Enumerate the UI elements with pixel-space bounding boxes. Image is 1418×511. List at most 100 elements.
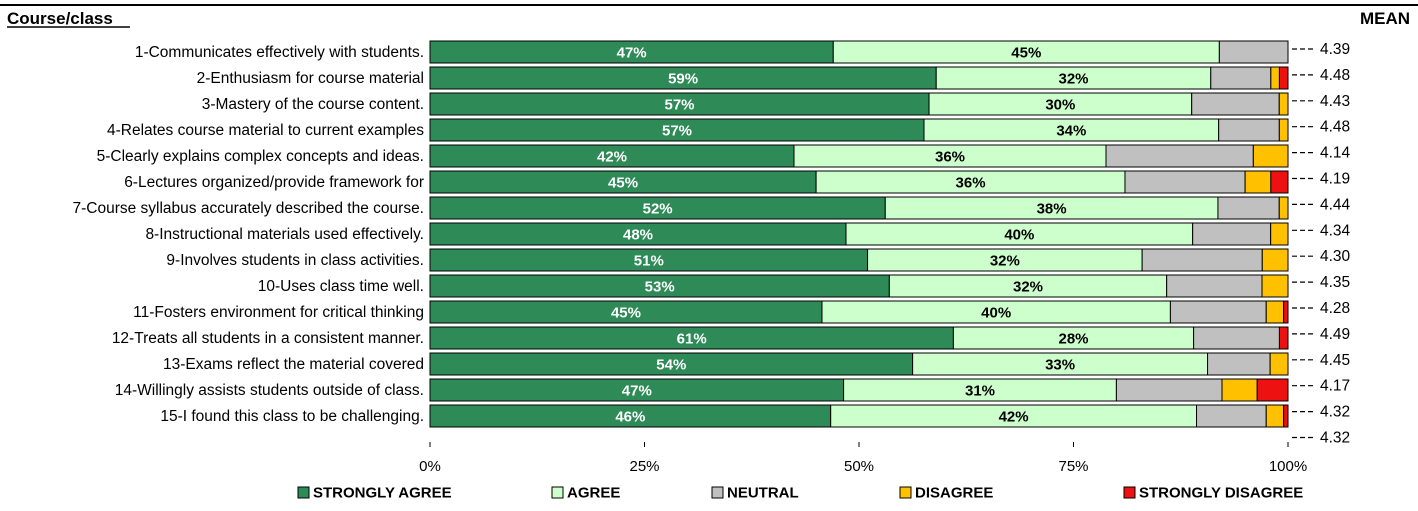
data-label: 47% (617, 45, 647, 62)
data-label: 36% (935, 149, 965, 166)
bar-segment (1270, 66, 1280, 90)
data-label: 32% (1013, 279, 1043, 296)
legend-swatch (297, 486, 310, 499)
legend-swatch (1123, 486, 1136, 499)
data-label: 42% (597, 149, 627, 166)
bar-segment (1252, 144, 1289, 168)
legend-label: AGREE (567, 485, 620, 502)
category-label: 7-Course syllabus accurately described t… (72, 200, 424, 217)
data-label: 52% (643, 201, 673, 218)
data-label: 40% (981, 305, 1011, 322)
bar-segment (1278, 118, 1289, 142)
bar-segment (1169, 300, 1267, 324)
mean-header: MEAN (1360, 9, 1410, 28)
legend-label: NEUTRAL (727, 485, 799, 502)
category-label: 6-Lectures organized/provide framework f… (124, 174, 424, 191)
data-label: 33% (1045, 357, 1075, 374)
data-label: 57% (662, 123, 692, 140)
data-label: 32% (1058, 71, 1088, 88)
mean-value: 4.44 (1320, 196, 1351, 213)
data-label: 47% (622, 383, 652, 400)
legend-swatch (711, 486, 724, 499)
bar-segment (1269, 352, 1289, 376)
legend-swatch (899, 486, 912, 499)
category-header: Course/class (7, 9, 113, 28)
bars-group: 47% 45% 59% 32% 57% 30% 57% 34% 42% 36% 45% 36% 52% 3… (429, 40, 1289, 428)
bar-segment (1210, 66, 1272, 90)
bar-segment (1283, 300, 1289, 324)
bar-segment (1278, 326, 1289, 350)
bar-segment (1115, 378, 1223, 402)
legend-label: DISAGREE (915, 485, 993, 502)
data-label: 45% (1011, 45, 1041, 62)
mean-value: 4.28 (1320, 300, 1350, 317)
bar-segment (1244, 170, 1272, 194)
bar-segment (1283, 404, 1289, 428)
bar-segment (1221, 378, 1258, 402)
data-label: 45% (611, 305, 641, 322)
bar-segment (1270, 170, 1289, 194)
legend-label: STRONGLY AGREE (313, 485, 452, 502)
bar-segment (1218, 118, 1280, 142)
category-label: 15-I found this class to be challenging. (160, 408, 424, 425)
data-label: 38% (1037, 201, 1067, 218)
data-label: 61% (677, 331, 707, 348)
legend-label: STRONGLY DISAGREE (1139, 485, 1303, 502)
data-label: 36% (956, 175, 986, 192)
bar-segment (1193, 326, 1280, 350)
mean-value: 4.39 (1320, 41, 1350, 58)
category-label: 8-Instructional materials used effective… (145, 226, 424, 243)
mean-value: 4.19 (1320, 171, 1350, 188)
data-label: 30% (1045, 97, 1075, 114)
mean-value: 4.45 (1320, 352, 1350, 369)
mean-value: 4.30 (1320, 248, 1351, 265)
bar-segment (1278, 66, 1289, 90)
data-label: 32% (990, 253, 1020, 270)
mean-value: 4.49 (1320, 326, 1350, 343)
mean-value: 4.14 (1320, 145, 1351, 162)
bar-segment (1278, 196, 1289, 220)
bar-segment (1207, 352, 1271, 376)
bar-segment (1105, 144, 1254, 168)
bar-segment (1261, 274, 1289, 298)
mean-value: 4.48 (1320, 67, 1350, 84)
category-label: 13-Exams reflect the material covered (163, 356, 424, 373)
data-label: 42% (999, 409, 1029, 426)
data-label: 45% (608, 175, 638, 192)
category-label: 14-Willingly assists students outside of… (115, 382, 424, 399)
mean-column: 4.39 4.48 4.43 4.48 4.14 4.19 4.44 4.34 4.30 4.35… (1292, 41, 1351, 447)
category-label: 2-Enthusiasm for course material (197, 70, 424, 87)
bar-segment (1261, 248, 1289, 272)
category-labels: 1-Communicates effectively with students… (72, 44, 424, 425)
data-label: 46% (615, 409, 645, 426)
bar-segment (1196, 404, 1267, 428)
category-label: 12-Treats all students in a consistent m… (112, 330, 424, 347)
bar-segment (1192, 222, 1272, 246)
bar-segment (1265, 300, 1285, 324)
bar-segment (1218, 40, 1289, 64)
bar-segment (1124, 170, 1246, 194)
category-label: 5-Clearly explains complex concepts and … (97, 148, 424, 165)
mean-value: 4.35 (1320, 274, 1350, 291)
bar-segment (1265, 404, 1285, 428)
category-label: 9-Involves students in class activities. (166, 252, 424, 269)
category-label: 4-Relates course material to current exa… (107, 122, 424, 139)
data-label: 48% (623, 227, 653, 244)
x-axis: 0% 25% 50% 75% 100% (419, 442, 1307, 475)
data-label: 34% (1056, 123, 1086, 140)
category-label: 10-Uses class time well. (258, 278, 424, 295)
mean-value: 4.32 (1320, 404, 1350, 421)
bar-segment (1256, 378, 1289, 402)
x-tick-label: 25% (629, 458, 659, 475)
x-tick-label: 75% (1058, 458, 1088, 475)
legend: STRONGLY AGREE AGREE NEUTRAL DISAGREE STRONG… (297, 485, 1303, 502)
legend-swatch (551, 486, 564, 499)
x-tick-label: 100% (1269, 458, 1307, 475)
category-label: 3-Mastery of the course content. (202, 96, 424, 113)
data-label: 59% (668, 71, 698, 88)
bar-segment (1191, 92, 1280, 116)
bar-segment (1278, 92, 1289, 116)
mean-value: 4.48 (1320, 119, 1350, 136)
mean-value: 4.32 (1320, 430, 1350, 447)
